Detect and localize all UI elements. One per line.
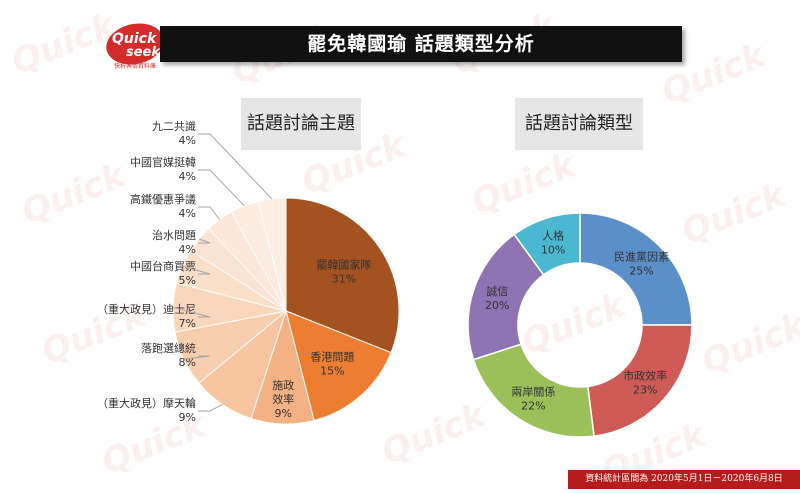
topic-slice-label: 九二共識 4%	[152, 120, 196, 147]
topic-slice-label: （重大政見）迪士尼 7%	[97, 302, 196, 330]
topic-leader-line	[172, 306, 211, 318]
type-slice	[579, 212, 693, 326]
quickseek-logo: Quick seek 快析輿情資料庫	[104, 22, 166, 70]
type-slice	[513, 212, 581, 276]
topic-slice-label: 治水問題 4%	[152, 228, 196, 256]
type-slice-label: 誠信 20%	[485, 285, 509, 312]
page-title: 罷免韓國瑜 話題類型分析	[307, 33, 535, 55]
topic-leader-line	[198, 206, 220, 220]
topic-slice-label: 香港問題 15%	[310, 351, 354, 378]
topic-slice-label: 罷韓國家隊 31%	[316, 258, 371, 286]
type-slice-label: 兩岸關係 22%	[511, 385, 555, 412]
type-slice	[586, 324, 693, 437]
topic-slice	[285, 310, 392, 422]
date-range-footer: 資料統計區間為 2020年5月1日－2020年6月8日	[568, 470, 800, 489]
logo-tagline: 快析輿情資料庫	[114, 62, 156, 70]
type-slice-label: 市政效率 23%	[623, 369, 667, 397]
topic-slice-label: 高鐵優惠爭議 4%	[130, 192, 196, 220]
topic-leader-line	[198, 238, 211, 244]
logo-line1: Quick	[112, 31, 158, 47]
type-slice-label: 民進黨因素 25%	[614, 249, 669, 277]
topic-leader-line	[198, 404, 223, 412]
topic-slice-label: 中國官媒挺韓 4%	[130, 155, 196, 183]
topic-slice-label: 中國台商買票 5%	[130, 259, 196, 287]
topic-slice	[285, 197, 400, 354]
topic-leader-line	[183, 355, 211, 360]
topic-leader-line	[198, 169, 245, 207]
topic-chart-title: 話題討論主題	[241, 98, 361, 150]
topic-slice-label: 施政效率 9%	[272, 378, 294, 420]
topic-leader-line	[198, 133, 273, 200]
type-slice-label: 人格 10%	[541, 228, 565, 256]
logo-line2: seek	[126, 45, 161, 60]
topic-leader-line	[182, 265, 211, 275]
title-bar: 罷免韓國瑜 話題類型分析	[160, 26, 682, 62]
topic-slice-label: 落跑選總統 8%	[141, 341, 196, 369]
topic-slice-label: （重大政見）摩天輪 9%	[97, 396, 196, 424]
type-chart-title: 話題討論類型	[515, 98, 643, 150]
